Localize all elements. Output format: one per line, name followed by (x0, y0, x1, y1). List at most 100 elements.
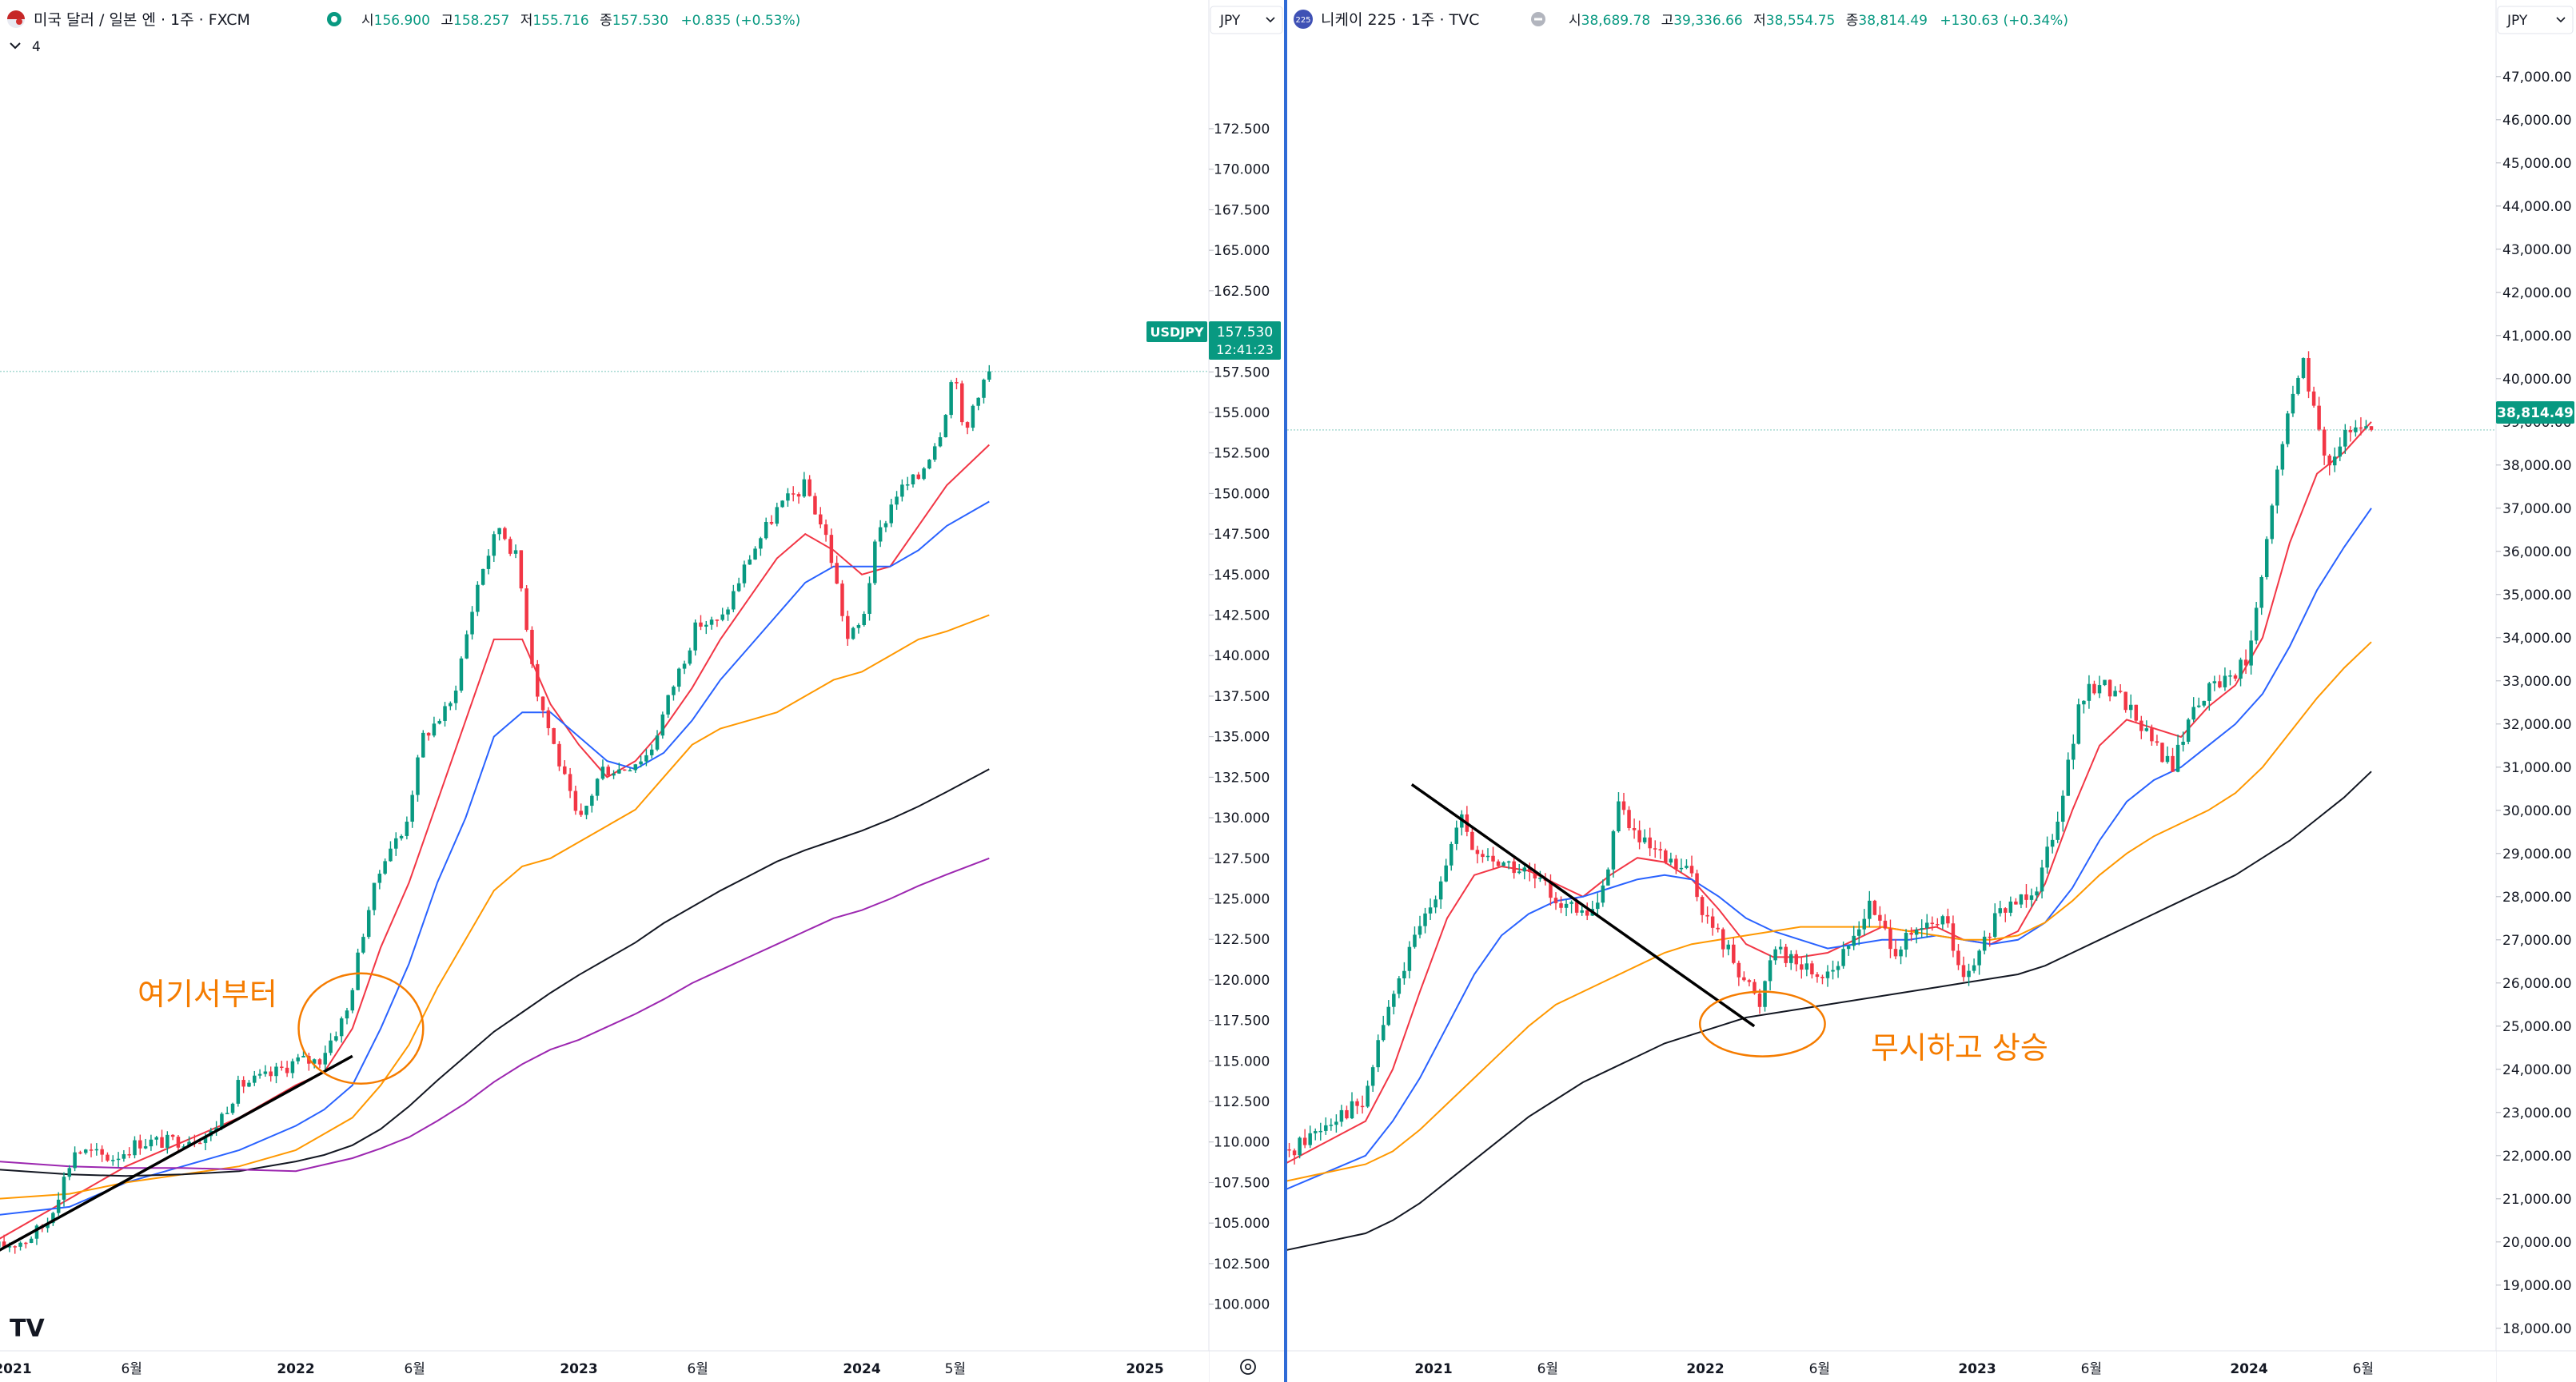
currency-selector[interactable]: JPY (1210, 6, 1283, 34)
candle-up (1538, 878, 1542, 879)
price-tick-label: 115.000 (1214, 1053, 1270, 1069)
candle-up (2354, 427, 2358, 432)
candle-up (873, 541, 877, 583)
candle-up (1370, 1067, 1375, 1086)
candle-up (350, 990, 355, 1011)
candle-up (1763, 981, 1767, 1007)
drawing-overlays (1410, 783, 1826, 1057)
candle-down (106, 1154, 110, 1161)
candle-up (672, 687, 676, 695)
time-tick-label: 5월 (945, 1361, 966, 1377)
candle-down (2359, 427, 2363, 429)
annotation-circle (297, 972, 425, 1085)
candle-up (786, 493, 790, 501)
candle-up (2087, 683, 2092, 701)
candle-up (883, 523, 888, 528)
usdjpy-chart-pane[interactable]: 100.000 102.500 105.000 107.500 110.000 112.5… (0, 0, 1284, 1382)
candle-down (955, 382, 959, 384)
candle-down (1716, 927, 1720, 930)
price-tick-label: 150.000 (1214, 486, 1270, 502)
candle-down (1360, 1105, 1365, 1108)
candle-up (628, 770, 632, 772)
candle-up (62, 1177, 66, 1200)
candle-up (922, 468, 926, 480)
price-axis-labels: 100.000 102.500 105.000 107.500 110.000 112.5… (1209, 121, 1270, 1313)
candle-down (965, 422, 970, 428)
candle-down (536, 663, 540, 697)
candle-down (791, 493, 796, 495)
time-tick-label: 2025 (1126, 1361, 1163, 1377)
price-tick-label: 21,000.00 (2502, 1192, 2572, 1208)
candle-up (2332, 456, 2337, 466)
candle-down (1946, 916, 1950, 924)
tradingview-logo[interactable]: TV (10, 1315, 45, 1343)
candle-up (938, 436, 943, 447)
chart-legend[interactable]: 225 니케이 225 · 1주 · TVC 시38,689.78 고39,33… (1294, 10, 2068, 29)
candle-up (0, 1241, 1, 1248)
candle-up (2275, 469, 2279, 506)
price-tick-label: 22,000.00 (2502, 1149, 2572, 1165)
candle-up (67, 1168, 72, 1177)
candle-up (437, 720, 441, 724)
candle-up (1841, 949, 1845, 966)
candle-down (2317, 405, 2321, 430)
time-tick-label: 6월 (687, 1361, 708, 1377)
candle-down (2107, 679, 2112, 697)
flag-icon-dot (16, 18, 22, 25)
symbol-title[interactable]: 미국 달러 / 일본 엔 · 1주 · FXCM (34, 11, 250, 29)
settings-icon[interactable] (1240, 1359, 1256, 1375)
price-tick-label: 24,000.00 (2502, 1062, 2572, 1078)
candle-up (677, 668, 681, 687)
candle-up (2175, 744, 2180, 772)
candle-up (584, 806, 588, 815)
time-axis[interactable] (0, 1351, 1209, 1382)
candle-down (1710, 916, 1715, 928)
time-axis[interactable] (1287, 1351, 2496, 1382)
indicator-count[interactable]: 4 (32, 39, 41, 55)
candle-up (889, 504, 894, 524)
index-badge-icon (1294, 10, 1313, 29)
index-badge-label: 225 (1295, 16, 1310, 25)
nikkei-chart-svg[interactable]: 18,000.00 19,000.00 20,000.00 21,000.00 22,0… (1287, 0, 2576, 1382)
candle-up (753, 548, 757, 560)
drawing-overlays (0, 972, 425, 1252)
candlestick-series (1287, 351, 2374, 1165)
price-tick-label: 167.500 (1214, 202, 1270, 218)
candle-down (503, 528, 507, 540)
candle-up (1522, 867, 1527, 872)
candle-down (1794, 954, 1799, 965)
nikkei-chart-pane[interactable]: 18,000.00 19,000.00 20,000.00 21,000.00 22,0… (1287, 0, 2576, 1382)
candle-up (644, 755, 648, 762)
price-axis[interactable] (1209, 0, 1284, 1382)
time-tick-label: 6월 (404, 1361, 425, 1377)
ma-line-ma120 (0, 857, 990, 1173)
pane-divider[interactable] (1284, 0, 1287, 1382)
candle-up (443, 706, 447, 721)
candle-down (568, 774, 572, 791)
currency-label: JPY (1219, 13, 1241, 29)
candle-up (1298, 1137, 1302, 1156)
candle-up (410, 795, 414, 822)
candle-up (2212, 681, 2217, 683)
price-tick-label: 41,000.00 (2502, 329, 2572, 345)
candle-up (649, 749, 654, 755)
candle-down (2160, 743, 2164, 763)
price-tick-label: 132.500 (1214, 770, 1270, 786)
candle-up (1564, 903, 1569, 908)
candle-up (2196, 705, 2201, 707)
usdjpy-chart-svg[interactable]: 100.000 102.500 105.000 107.500 110.000 112.5… (0, 0, 1284, 1382)
candle-up (1402, 970, 1406, 978)
candle-up (296, 1057, 300, 1061)
symbol-title[interactable]: 니케이 225 · 1주 · TVC (1321, 11, 1479, 29)
chevron-down-icon[interactable] (10, 42, 21, 50)
price-axis[interactable] (2496, 0, 2576, 1382)
candle-up (236, 1080, 241, 1104)
candle-down (1893, 949, 1898, 957)
candle-down (1988, 936, 1992, 938)
candle-up (29, 1238, 34, 1243)
candle-up (693, 622, 697, 651)
close-value: 157.530 (612, 13, 668, 29)
chart-legend[interactable]: 미국 달러 / 일본 엔 · 1주 · FXCM 시156.900 고158.2… (7, 10, 800, 55)
currency-selector[interactable]: JPY (2497, 6, 2574, 34)
candle-up (220, 1113, 224, 1128)
